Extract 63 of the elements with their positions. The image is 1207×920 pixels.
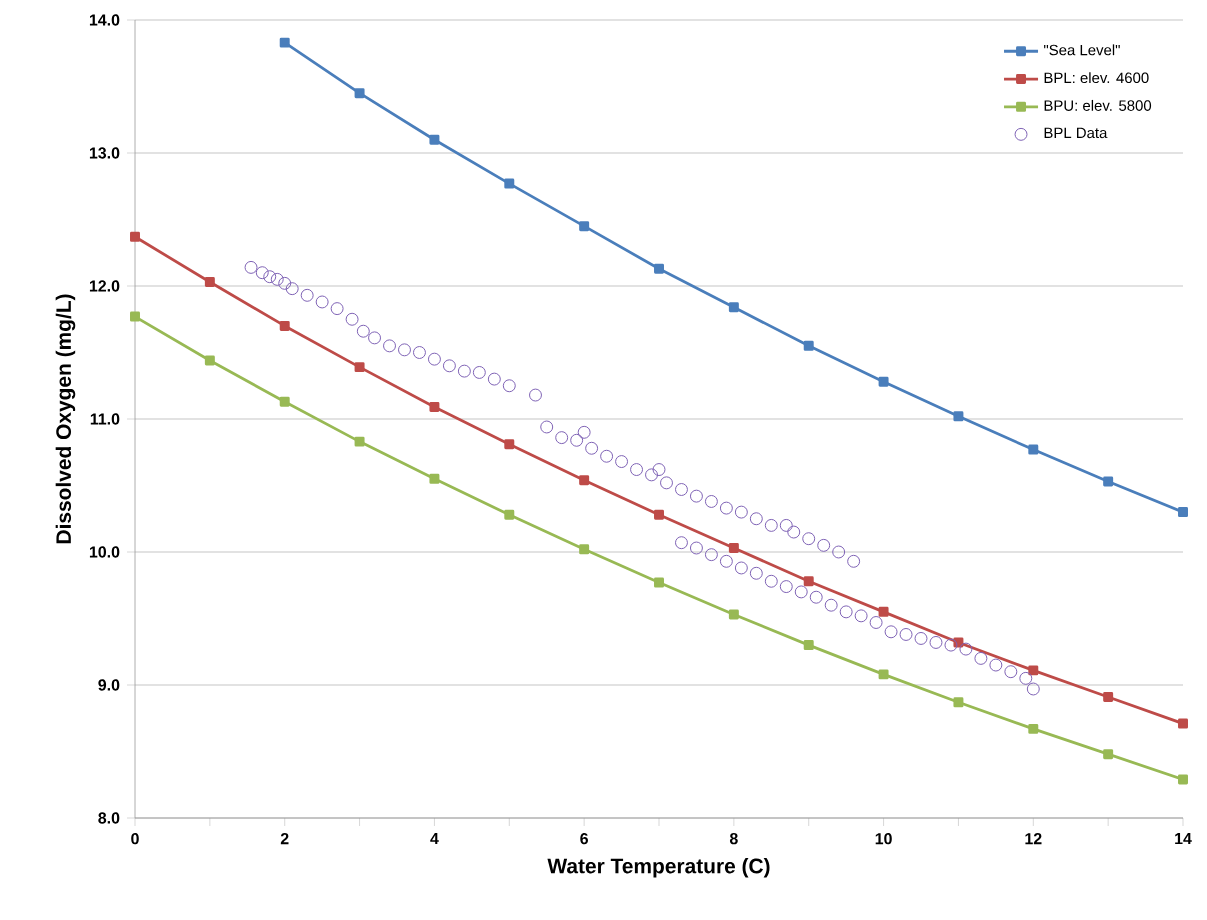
point xyxy=(130,231,140,242)
legend-label: BPL: elev. 4600 xyxy=(1044,72,1149,84)
point xyxy=(429,473,440,484)
x-tick-label: 4 xyxy=(430,833,439,845)
point xyxy=(204,277,215,287)
point xyxy=(504,439,515,450)
y-axis-title: Dissolved Oxygen (mg/L) xyxy=(55,294,76,544)
y-tick-label: 9.0 xyxy=(98,679,120,691)
point xyxy=(429,134,440,145)
point xyxy=(654,577,664,588)
point xyxy=(803,576,814,587)
point xyxy=(279,396,290,407)
point xyxy=(354,88,365,99)
y-tick-label: 8.0 xyxy=(98,812,120,824)
point xyxy=(579,475,590,486)
y-tick-label: 14.0 xyxy=(89,14,120,26)
y-tick-label: 11.0 xyxy=(90,413,120,425)
point xyxy=(878,606,889,617)
y-tick-label: 10.0 xyxy=(89,546,120,558)
point xyxy=(579,221,590,232)
point xyxy=(953,411,964,422)
point xyxy=(1028,444,1039,455)
x-tick-label: 12 xyxy=(1025,833,1042,845)
x-axis-title: Water Temperature (C) xyxy=(547,858,770,878)
point xyxy=(279,320,290,331)
legend-label: BPU: elev. 5800 xyxy=(1044,99,1152,111)
point xyxy=(504,509,515,520)
point xyxy=(728,302,739,313)
y-tick-label: 12.0 xyxy=(89,280,120,292)
point xyxy=(579,544,590,555)
point xyxy=(878,376,889,387)
point xyxy=(1103,749,1114,760)
point xyxy=(1178,718,1188,729)
x-tick-label: 14 xyxy=(1175,833,1192,845)
point xyxy=(354,436,365,447)
point xyxy=(1178,774,1188,785)
point xyxy=(953,697,964,708)
y-tick-label: 13.0 xyxy=(89,147,120,159)
x-tick-label: 0 xyxy=(131,833,139,845)
point xyxy=(1103,691,1114,702)
x-tick-label: 10 xyxy=(875,833,892,845)
point xyxy=(654,263,664,274)
x-tick-label: 2 xyxy=(280,833,289,845)
point xyxy=(429,402,440,413)
point xyxy=(204,355,215,366)
point xyxy=(279,37,290,48)
point xyxy=(1103,476,1114,487)
point xyxy=(654,509,664,520)
point xyxy=(878,669,889,680)
point xyxy=(803,640,814,651)
point xyxy=(130,311,140,322)
point xyxy=(1028,665,1039,676)
x-tick-label: 8 xyxy=(729,833,738,845)
point xyxy=(803,340,814,351)
point xyxy=(354,362,365,373)
point xyxy=(1028,723,1039,734)
point xyxy=(728,609,739,620)
point xyxy=(504,178,515,189)
x-tick-label: 6 xyxy=(580,833,588,845)
legend-label: BPL Data xyxy=(1044,127,1108,139)
point xyxy=(728,543,739,553)
legend-label: "Sea Level" xyxy=(1044,44,1120,56)
point xyxy=(1178,507,1188,518)
